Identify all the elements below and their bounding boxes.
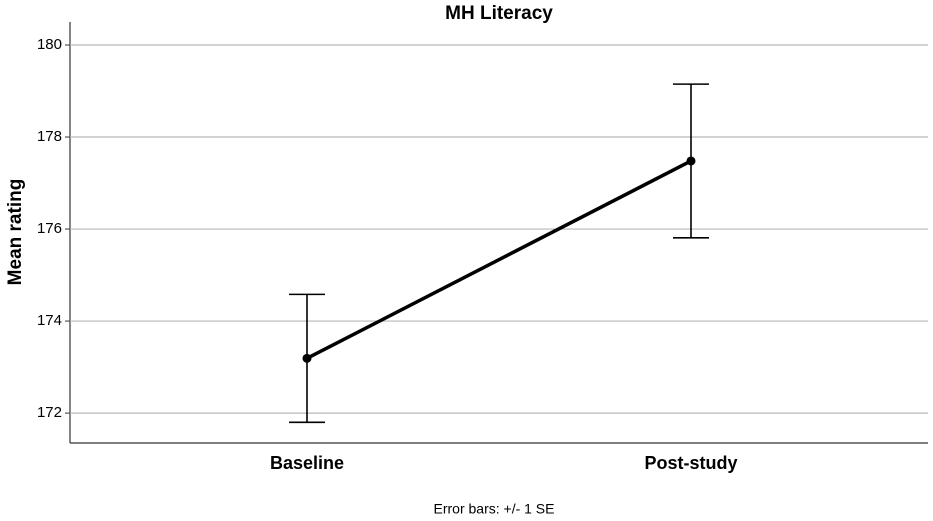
- y-tick-label: 172: [37, 404, 62, 421]
- note: Error bars: +/- 1 SE: [434, 501, 555, 517]
- chart-title: MH Literacy: [445, 3, 553, 24]
- y-axis-label: Mean rating: [5, 179, 26, 286]
- point: [686, 156, 696, 166]
- line: [306, 159, 692, 360]
- x-tick-label: Post-study: [644, 453, 737, 473]
- x-tick-label: Baseline: [270, 453, 344, 473]
- y-tick-label: 178: [37, 128, 62, 145]
- y-tick-label: 176: [37, 220, 62, 237]
- y-tick-label: 180: [37, 36, 62, 53]
- point: [302, 353, 312, 363]
- y-tick-label: 174: [37, 312, 62, 329]
